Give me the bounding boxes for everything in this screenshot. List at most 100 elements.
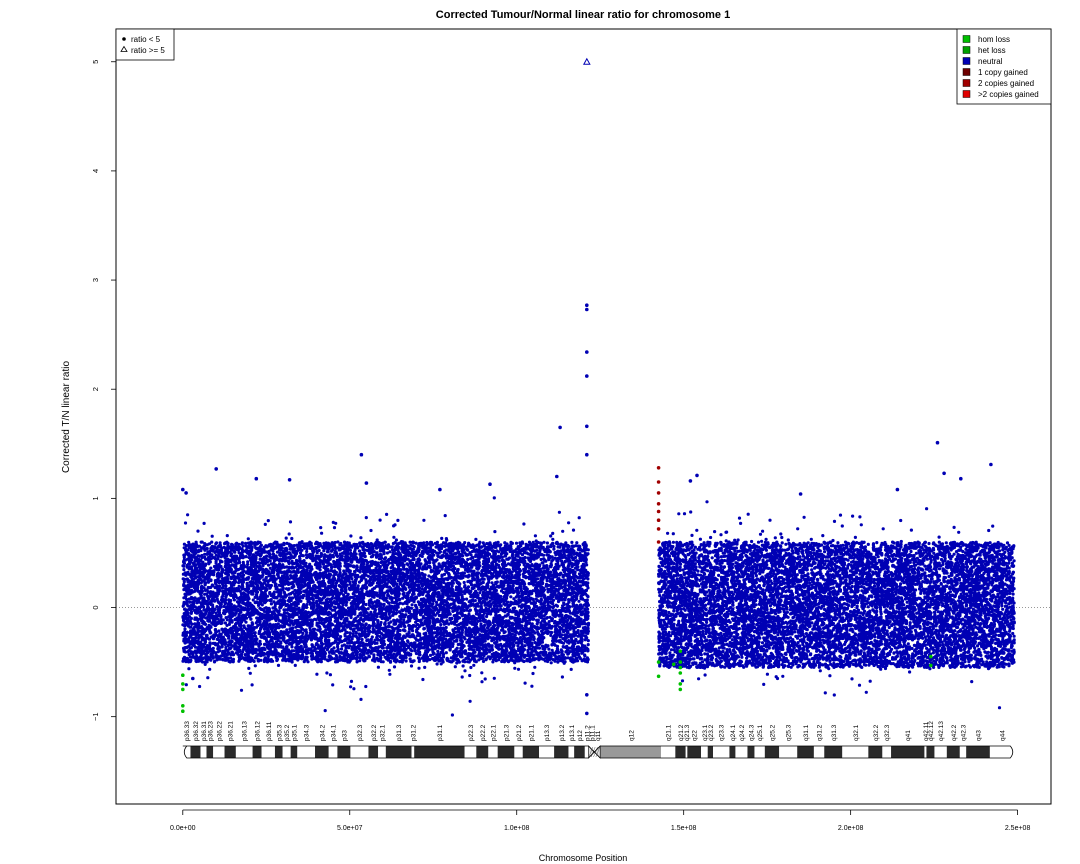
data-point — [443, 514, 447, 518]
data-point — [272, 600, 276, 604]
data-point — [209, 566, 213, 570]
y-tick-label: 0 — [91, 605, 100, 609]
data-point — [331, 641, 335, 645]
chart-title: Corrected Tumour/Normal linear ratio for… — [436, 9, 730, 21]
data-point — [182, 580, 186, 584]
data-point — [386, 543, 391, 547]
data-point — [391, 613, 395, 617]
data-point — [323, 709, 327, 713]
data-point — [577, 599, 581, 603]
data-point — [323, 639, 327, 643]
data-point — [410, 627, 414, 632]
data-point — [259, 658, 263, 662]
data-point — [552, 544, 556, 549]
x-axis-label: Chromosome Position — [539, 853, 628, 863]
data-point — [416, 600, 420, 604]
data-point — [490, 632, 494, 636]
data-point — [427, 574, 431, 578]
data-point — [225, 623, 229, 628]
data-point — [531, 671, 535, 676]
data-point — [261, 563, 265, 568]
data-point — [214, 561, 218, 565]
data-point — [523, 681, 527, 685]
data-point — [518, 636, 523, 640]
data-point — [549, 661, 553, 665]
data-point — [490, 581, 494, 585]
data-point — [373, 641, 377, 646]
data-point — [285, 628, 289, 632]
data-point — [322, 549, 326, 553]
data-point — [189, 610, 194, 614]
x-axis: 0.0e+00 5.0e+07 1.0e+08 1.5e+08 2.0e+08 2.5e+… — [170, 809, 1031, 832]
data-point — [334, 521, 338, 525]
x-tick-label: 1.5e+08 — [671, 825, 697, 832]
data-point — [583, 653, 587, 657]
data-point — [319, 526, 323, 530]
plot-frame — [115, 28, 1052, 805]
data-point — [364, 516, 368, 520]
x-tick-label: 2.5e+08 — [1005, 825, 1031, 832]
data-point — [577, 655, 582, 659]
data-point — [287, 532, 291, 536]
data-point — [284, 594, 288, 598]
data-point — [349, 534, 353, 538]
data-point — [387, 668, 391, 672]
data-point — [334, 649, 339, 653]
data-point — [339, 647, 344, 651]
data-point — [453, 665, 457, 669]
data-point — [311, 601, 316, 605]
data-point — [460, 675, 464, 679]
data-point — [414, 541, 418, 545]
data-point — [202, 521, 206, 526]
data-point — [557, 510, 562, 514]
x-tick-label: 1.0e+08 — [504, 825, 530, 832]
data-point — [220, 567, 224, 571]
data-point — [414, 580, 419, 584]
y-tick-label: 3 — [91, 278, 100, 282]
neutral-points — [181, 303, 1016, 717]
data-point — [514, 541, 519, 545]
data-point — [550, 648, 554, 652]
y-axis-label: Corrected T/N linear ratio — [61, 361, 72, 474]
data-point — [352, 687, 356, 691]
data-point — [246, 560, 250, 564]
y-tick-label: 1 — [91, 496, 100, 500]
data-point — [433, 541, 437, 545]
data-point — [451, 561, 455, 565]
x-tick-label: 0.0e+00 — [170, 825, 196, 832]
data-point — [550, 643, 554, 647]
data-point — [193, 622, 197, 626]
data-point — [349, 679, 354, 684]
data-point — [410, 603, 414, 607]
data-point — [422, 627, 426, 631]
data-point — [282, 611, 287, 615]
data-point — [420, 554, 424, 559]
data-point — [207, 586, 211, 590]
data-point — [585, 636, 589, 640]
data-point — [462, 544, 466, 548]
data-point — [480, 671, 484, 675]
data-point — [210, 540, 214, 544]
data-point — [514, 641, 518, 645]
x-tick-label: 5.0e+07 — [337, 825, 363, 832]
y-tick-label: 2 — [91, 387, 100, 391]
data-point — [183, 627, 187, 631]
data-point — [226, 657, 230, 661]
data-point — [468, 699, 472, 703]
data-point — [509, 595, 513, 599]
data-point — [244, 555, 248, 559]
data-point — [380, 616, 384, 621]
data-point — [388, 672, 392, 676]
data-point — [482, 543, 486, 547]
data-point — [546, 590, 550, 594]
data-point — [186, 513, 190, 517]
data-point — [290, 536, 294, 541]
data-point — [359, 536, 363, 540]
data-point — [496, 540, 500, 545]
data-point — [473, 599, 477, 603]
data-point — [451, 644, 455, 649]
data-point — [382, 557, 387, 561]
data-point — [428, 658, 432, 662]
data-point — [547, 620, 551, 624]
